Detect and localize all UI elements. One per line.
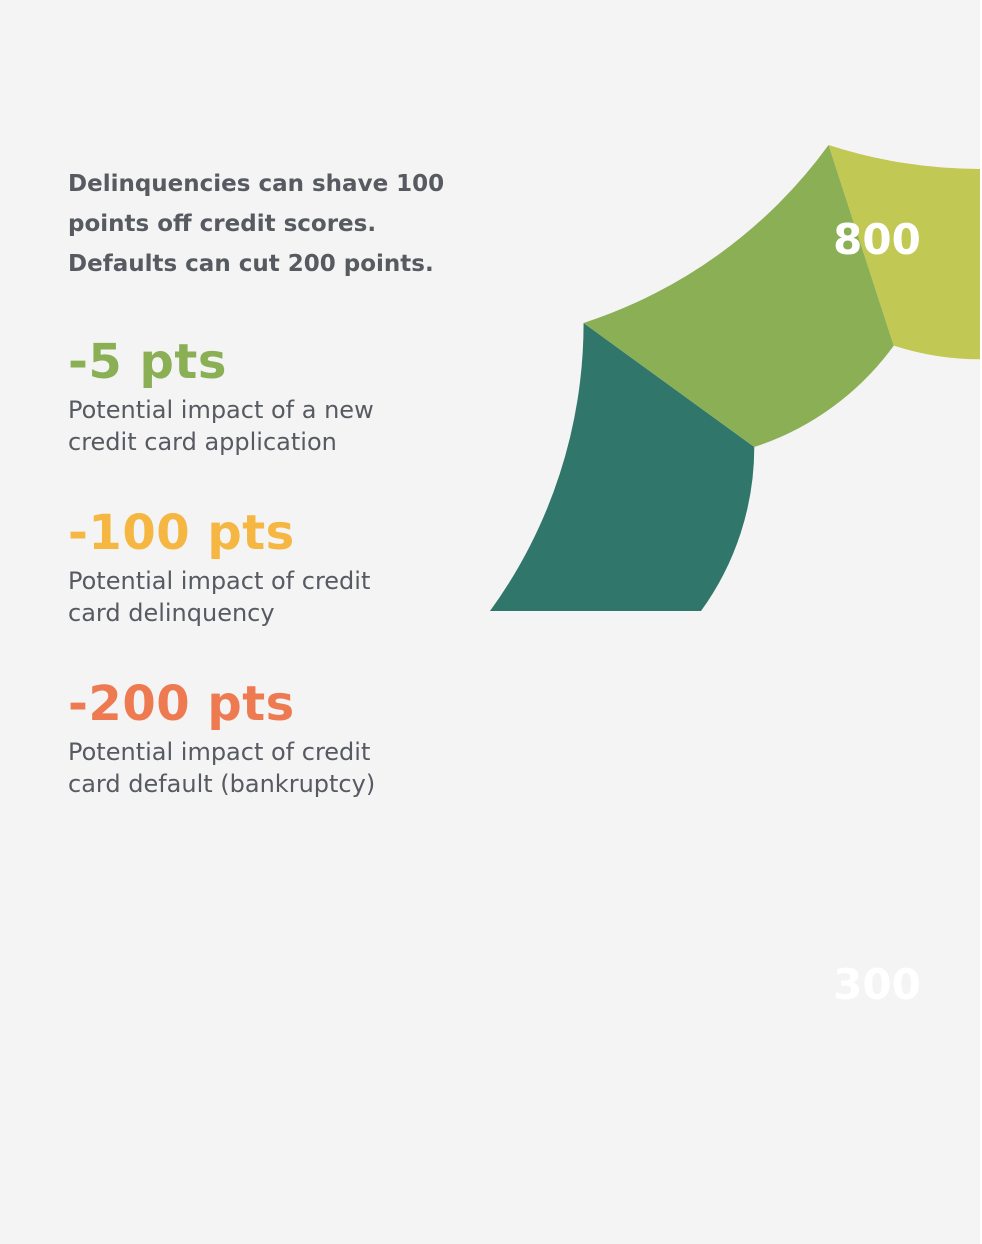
stat-description-line: credit card application — [68, 428, 337, 456]
gauge-segment-3 — [828, 144, 980, 360]
stat-description: Potential impact of credit card delinque… — [68, 565, 488, 629]
gauge-segment-2 — [583, 144, 894, 448]
intro-line: Delinquencies can shave 100 — [68, 171, 445, 197]
intro-line: points off credit scores. — [68, 211, 377, 237]
stat-description-line: Potential impact of credit — [68, 567, 371, 595]
stat-description-line: card default (bankruptcy) — [68, 770, 376, 798]
stat-description: Potential impact of credit card default … — [68, 736, 488, 800]
stat-description: Potential impact of a new credit card ap… — [68, 394, 488, 458]
stat-value: -200 pts — [68, 676, 295, 732]
stat-default: -200 pts Potential impact of credit card… — [68, 676, 488, 800]
gauge-label-top: 800 — [833, 215, 921, 264]
stat-delinquency: -100 pts Potential impact of credit card… — [68, 505, 488, 629]
stat-new-application: -5 pts Potential impact of a new credit … — [68, 334, 488, 458]
stat-description-line: card delinquency — [68, 599, 275, 627]
stat-value: -100 pts — [68, 505, 295, 561]
stat-description-line: Potential impact of a new — [68, 396, 374, 424]
intro-line: Defaults can cut 200 points. — [68, 251, 434, 277]
intro-text: Delinquencies can shave 100 points off c… — [68, 164, 488, 284]
stat-description-line: Potential impact of credit — [68, 738, 371, 766]
stat-value: -5 pts — [68, 334, 227, 390]
gauge-label-bottom: 300 — [833, 960, 921, 1009]
gauge-segment-800 — [490, 322, 755, 611]
